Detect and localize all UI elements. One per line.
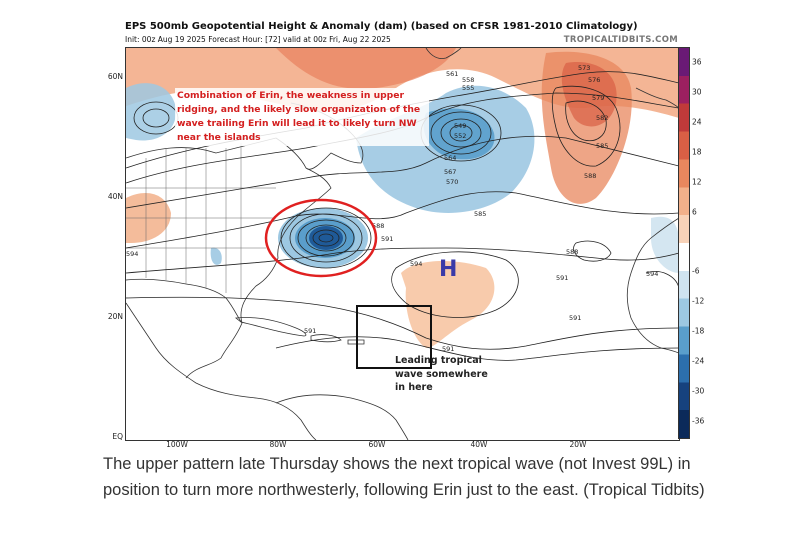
iberia <box>635 87 679 109</box>
lat-label-20n: 20N <box>107 312 123 321</box>
contour-label: 588 <box>584 172 596 180</box>
anomaly-colorbar <box>678 47 690 439</box>
lat-label-60n: 60N <box>107 72 123 81</box>
colorbar-label: 36 <box>692 57 702 67</box>
lon-label-20w: 20W <box>569 440 587 449</box>
colorbar-label: 12 <box>692 177 702 187</box>
contour-label: 594 <box>410 260 422 268</box>
contour-label: 582 <box>596 114 608 122</box>
colorbar-label: -36 <box>692 416 705 426</box>
colorbar-label: -24 <box>692 356 705 366</box>
colorbar-label: -12 <box>692 296 705 306</box>
colorbar-label: -18 <box>692 326 705 336</box>
contour-label: 591 <box>569 314 581 322</box>
lat-label-40n: 40N <box>107 192 123 201</box>
colorbar-label: 24 <box>692 117 702 127</box>
contour-label: 555 <box>462 84 474 92</box>
mexico-central-america <box>126 302 317 440</box>
puerto-rico <box>347 339 365 345</box>
map-subtitle: Init: 00z Aug 19 2025 Forecast Hour: [72… <box>125 35 391 44</box>
colorbar-label: 30 <box>692 87 702 97</box>
map-title: EPS 500mb Geopotential Height & Anomaly … <box>125 21 638 32</box>
contour-label: 594 <box>646 270 658 278</box>
greenland-tip <box>425 48 462 59</box>
contour-label: 588 <box>566 248 578 256</box>
weather-map-figure: EPS 500mb Geopotential Height & Anomaly … <box>103 17 708 451</box>
colorbar-label: -30 <box>692 386 705 396</box>
colorbar-label: 6 <box>692 207 697 217</box>
contour-label: 585 <box>474 210 486 218</box>
contour-label: 558 <box>462 76 474 84</box>
negative-anomaly-small <box>210 247 222 265</box>
west-africa <box>626 217 679 354</box>
lat-label-eq: EQ <box>112 432 123 441</box>
contour-label: 564 <box>444 154 456 162</box>
high-pressure-marker: H <box>439 257 458 282</box>
lon-label-80w: 80W <box>269 440 287 449</box>
contour-label: 561 <box>446 70 458 78</box>
negative-anomaly-trough-core <box>423 108 495 160</box>
lon-label-60w: 60W <box>368 440 386 449</box>
contour-label: 585 <box>596 142 608 150</box>
height-contours <box>126 71 679 361</box>
negative-anomaly-south-east <box>651 216 679 273</box>
contour-labels: 573 576 579 582 585 588 561 558 555 549 … <box>126 64 658 353</box>
contour-label: 588 <box>372 222 384 230</box>
south-america-north <box>275 394 409 440</box>
contour-label: 591 <box>442 345 454 353</box>
erin-annotation: Combination of Erin, the weakness in upp… <box>175 88 429 146</box>
hispaniola <box>310 334 342 343</box>
figure-caption: The upper pattern late Thursday shows th… <box>103 455 705 499</box>
contour-label: 570 <box>446 178 458 186</box>
lon-label-40w: 40W <box>470 440 488 449</box>
gulf-coast <box>126 278 243 324</box>
watermark: TROPICALTIDBITS.COM <box>563 35 678 45</box>
contour-label: 579 <box>592 94 604 102</box>
lon-label-100w: 100W <box>166 440 188 449</box>
contour-label: 567 <box>444 168 456 176</box>
erin-highlight-circle <box>264 198 378 278</box>
positive-anomaly-subtropical-high <box>401 261 495 348</box>
negative-anomaly-nw <box>126 83 177 141</box>
colorbar-label: 18 <box>692 147 702 157</box>
contour-label: 552 <box>454 132 466 140</box>
contour-label: 576 <box>588 76 600 84</box>
contour-label: 591 <box>381 235 393 243</box>
colorbar-label: -6 <box>692 266 700 276</box>
cuba <box>234 317 307 337</box>
tropical-wave-box <box>356 305 432 369</box>
positive-anomaly-core <box>276 48 456 89</box>
tropical-wave-annotation: Leading tropical wave somewhere in here <box>395 355 488 393</box>
contour-label: 594 <box>126 250 138 258</box>
contour-label: 549 <box>454 122 466 130</box>
contour-label: 591 <box>304 327 316 335</box>
contour-label: 591 <box>556 274 568 282</box>
state-borders <box>126 143 276 298</box>
contour-label: 573 <box>578 64 590 72</box>
